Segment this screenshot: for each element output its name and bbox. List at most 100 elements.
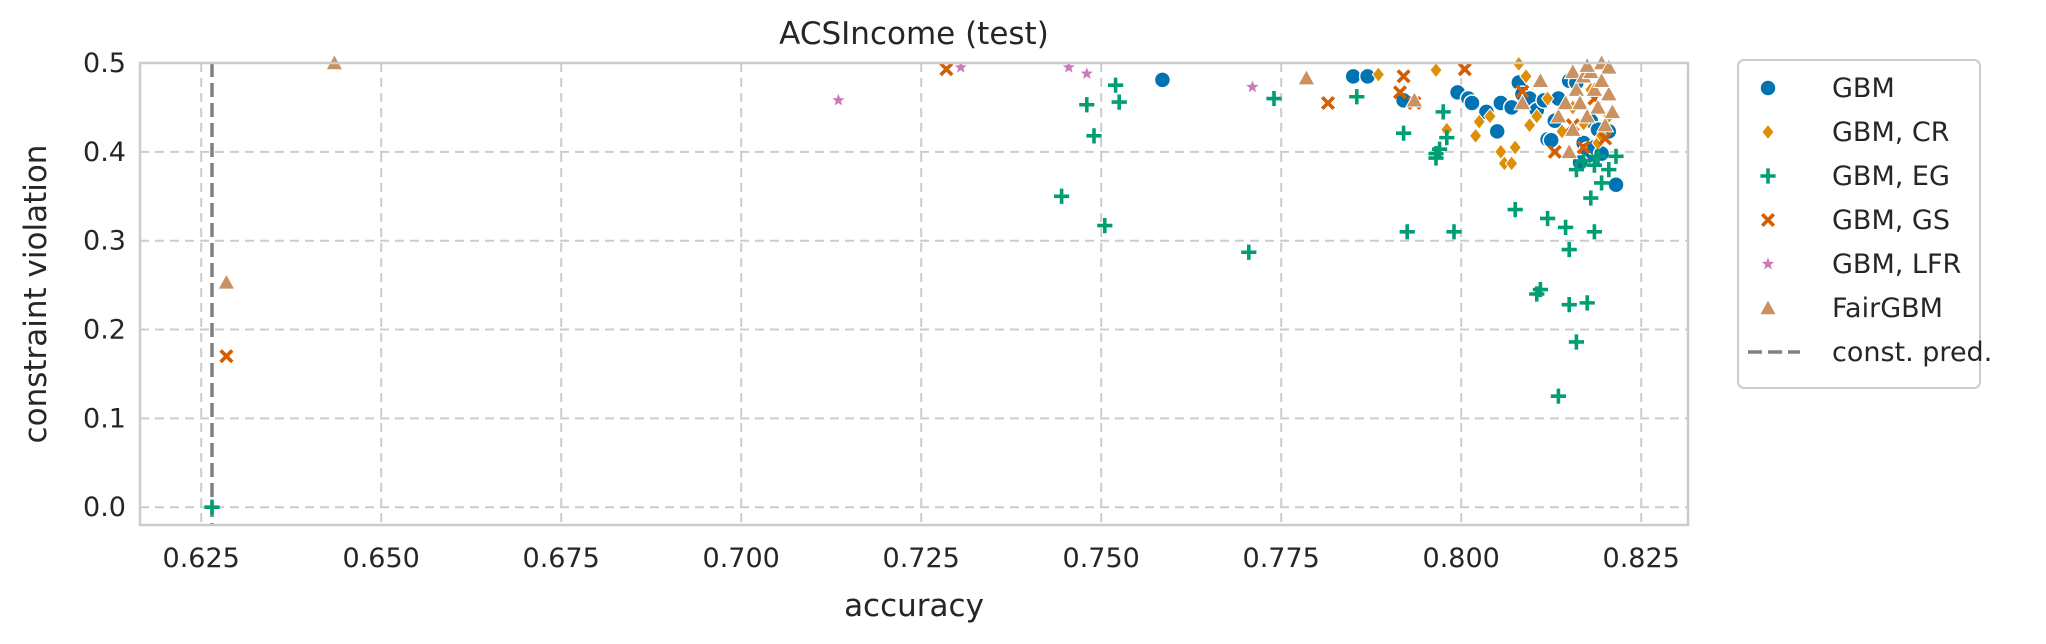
legend-label: FairGBM xyxy=(1832,293,1943,324)
legend-marker xyxy=(1759,255,1777,272)
data-point xyxy=(1392,85,1408,100)
legend-label: GBM, EG xyxy=(1832,161,1950,192)
data-point xyxy=(1054,188,1070,204)
data-point xyxy=(1579,295,1595,311)
data-point xyxy=(1244,78,1261,95)
data-point xyxy=(1488,122,1506,141)
data-point xyxy=(1266,90,1282,107)
data-point xyxy=(1531,71,1550,88)
data-point xyxy=(1586,224,1602,240)
data-point xyxy=(217,273,236,290)
data-point xyxy=(1468,127,1483,145)
data-point xyxy=(1108,77,1124,93)
data-point xyxy=(1405,90,1424,108)
series-fairgbm xyxy=(217,53,1622,290)
data-point xyxy=(1078,64,1096,81)
data-point xyxy=(1607,175,1625,194)
data-point xyxy=(1568,334,1584,350)
data-point xyxy=(1590,148,1606,164)
data-point xyxy=(1463,94,1481,112)
data-point xyxy=(1111,94,1127,110)
y-axis-title: constraint violation xyxy=(18,145,54,444)
data-point xyxy=(1559,142,1579,160)
data-point xyxy=(1577,106,1597,124)
chart-title: ACSIncome (test) xyxy=(779,16,1049,52)
data-point xyxy=(1432,141,1448,157)
data-point xyxy=(1599,84,1619,102)
x-axis-title: accuracy xyxy=(844,588,984,624)
data-point xyxy=(1519,67,1533,85)
data-point xyxy=(1567,80,1586,97)
data-point xyxy=(1504,154,1519,172)
data-point xyxy=(1563,62,1583,80)
grid xyxy=(140,62,1688,525)
data-point xyxy=(1399,224,1415,240)
data-point xyxy=(1396,69,1411,84)
data-point xyxy=(1576,140,1591,155)
data-point xyxy=(1429,61,1443,79)
data-point xyxy=(1599,58,1619,75)
legend-marker xyxy=(1758,298,1778,316)
y-axis-ticks: 0.0 0.1 0.2 0.3 0.4 0.5 xyxy=(83,48,126,523)
data-point xyxy=(830,91,847,108)
data-point xyxy=(1508,139,1522,156)
y-tick-label: 0.4 xyxy=(83,137,126,168)
data-point xyxy=(1598,131,1613,146)
data-point xyxy=(1577,56,1597,73)
legend-label: GBM, CR xyxy=(1832,117,1950,148)
data-point xyxy=(939,62,954,77)
legend-label: GBM xyxy=(1832,73,1895,104)
x-tick-label: 0.725 xyxy=(883,543,960,574)
data-point xyxy=(1592,71,1611,88)
data-point xyxy=(1532,281,1548,298)
data-point xyxy=(1601,162,1617,178)
data-point xyxy=(1079,97,1095,113)
data-point xyxy=(1588,97,1608,115)
data-points xyxy=(204,53,1625,515)
series-gbm-eg xyxy=(204,77,1624,515)
data-point xyxy=(1086,128,1102,144)
data-point xyxy=(204,499,220,515)
legend-marker xyxy=(1761,123,1775,141)
x-tick-label: 0.625 xyxy=(163,543,240,574)
data-point xyxy=(1603,102,1622,120)
data-point xyxy=(1595,115,1615,133)
data-point xyxy=(1513,93,1532,111)
series-gbm-cr xyxy=(327,54,1616,172)
data-point xyxy=(1561,297,1577,313)
data-point xyxy=(1540,90,1555,107)
data-point xyxy=(1439,130,1455,146)
data-point xyxy=(1371,66,1386,83)
plot-frame xyxy=(138,61,1690,527)
data-point xyxy=(1097,217,1113,234)
data-point xyxy=(1583,190,1599,206)
series-gbm xyxy=(1153,67,1625,194)
legend-frame xyxy=(1737,59,1981,389)
data-point xyxy=(1435,104,1451,120)
legend-marker xyxy=(1759,79,1777,97)
x-tick-label: 0.800 xyxy=(1423,543,1500,574)
data-point xyxy=(1585,80,1604,97)
legend-marker xyxy=(1760,212,1776,228)
y-tick-label: 0.0 xyxy=(83,492,126,523)
data-point xyxy=(1570,93,1590,111)
data-point xyxy=(1568,162,1584,178)
y-tick-label: 0.5 xyxy=(83,48,126,79)
data-point xyxy=(1153,71,1172,89)
data-point xyxy=(952,58,970,75)
data-point xyxy=(1549,106,1568,124)
data-point xyxy=(1608,148,1624,164)
data-point xyxy=(1483,107,1497,125)
data-point xyxy=(1060,58,1078,75)
data-point xyxy=(1297,68,1316,86)
data-point xyxy=(1550,388,1566,404)
data-point xyxy=(1556,93,1575,111)
x-tick-label: 0.775 xyxy=(1243,543,1320,574)
data-point xyxy=(1457,62,1472,77)
data-point xyxy=(1558,219,1574,235)
data-point xyxy=(1540,210,1556,227)
x-tick-label: 0.650 xyxy=(343,543,420,574)
legend: GBM GBM, CR GBM, EG GBM, GS GBM, LFR FairGBM c… xyxy=(1737,59,1992,389)
data-point xyxy=(1561,241,1577,258)
data-point xyxy=(219,349,234,364)
